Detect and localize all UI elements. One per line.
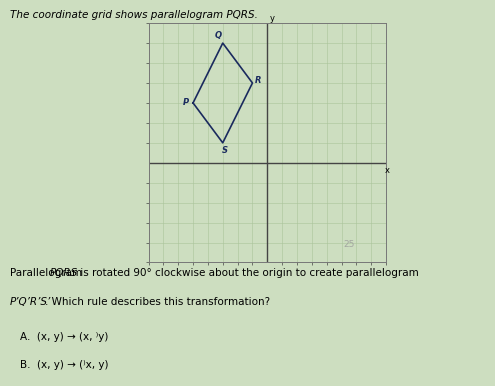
Text: The coordinate grid shows parallelogram PQRS.: The coordinate grid shows parallelogram … [10, 10, 258, 20]
Text: Parallelogram: Parallelogram [10, 268, 85, 278]
Text: PQRS: PQRS [50, 268, 78, 278]
Text: P’Q’R’S’: P’Q’R’S’ [10, 297, 51, 307]
Text: S: S [222, 146, 228, 155]
Text: x: x [385, 166, 390, 175]
Text: B.  (x, y) → (⁾x, y): B. (x, y) → (⁾x, y) [20, 360, 108, 370]
Text: Q: Q [215, 30, 222, 40]
Text: A.  (x, y) → (x, ⁾y): A. (x, y) → (x, ⁾y) [20, 332, 108, 342]
Text: is rotated 90° clockwise about the origin to create parallelogram: is rotated 90° clockwise about the origi… [77, 268, 418, 278]
Text: 25: 25 [344, 240, 354, 249]
Text: R: R [255, 76, 262, 85]
Text: P: P [183, 98, 189, 107]
Text: . Which rule describes this transformation?: . Which rule describes this transformati… [45, 297, 270, 307]
Text: y: y [270, 14, 275, 23]
